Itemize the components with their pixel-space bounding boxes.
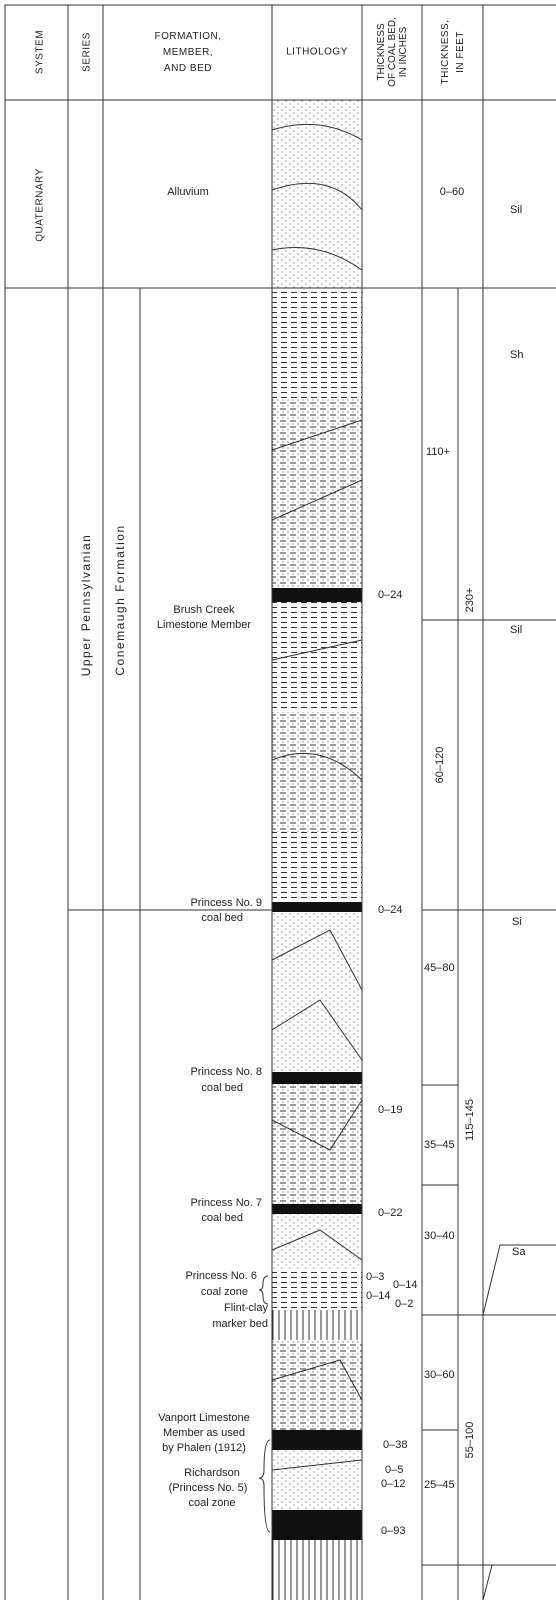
feet-value: 35–45 [424,1139,455,1151]
descriptions: Sil Sh Sil Si Sa [510,204,526,1258]
coal-value: 0–19 [378,1104,402,1116]
coal-value: 0–24 [378,589,402,601]
coal-thickness: 0–24 0–24 0–19 0–22 0–3 0–14 0–14 0–2 0–… [366,589,417,1537]
system: QUATERNARY [35,168,46,242]
header: SYSTEM SERIES FORMATION,MEMBER,AND BED L… [35,17,466,87]
feet-value: 115–145 [464,1099,476,1141]
feet-value: 55–100 [464,1422,476,1459]
description: Sa [512,1246,526,1258]
lithology [272,100,362,1600]
feet-value: 60–120 [434,747,446,784]
coal-value: 0–14 [393,1279,417,1291]
header-lithology: LITHOLOGY [286,47,348,58]
description: Sil [510,624,522,636]
coal-value: 0–24 [378,904,402,916]
header-system: SYSTEM [35,30,46,74]
description: Si [512,916,522,928]
unit-label: Alluvium [167,186,209,198]
unit-label: Richardson(Princess No. 5)coal zone [169,1467,248,1509]
coal-value: 0–93 [381,1525,405,1537]
feet-value: 30–60 [424,1369,455,1381]
feet-value: 110+ [426,446,450,458]
description: Sh [510,349,523,361]
description: Sil [510,204,522,216]
feet-thickness: 0–60 110+ 230+ 60–120 45–80 115–145 35–4… [424,186,476,1491]
coal-value: 0–5 [385,1464,403,1476]
header-series: SERIES [82,32,93,72]
coal-value: 0–12 [381,1478,405,1490]
series: Upper Pennsylvanian [79,534,93,677]
coal-value: 0–3 [366,1271,384,1283]
coal-value: 0–14 [366,1290,390,1302]
header-formation: FORMATION,MEMBER,AND BED [154,31,221,74]
coal-value: 0–22 [378,1207,402,1219]
feet-value: 230+ [464,588,476,613]
coal-value: 0–2 [395,1298,413,1310]
feet-value: 0–60 [440,186,464,198]
formation: Conemaugh Formation [113,524,127,675]
feet-value: 25–45 [424,1479,455,1491]
feet-value: 30–40 [424,1230,455,1242]
header-coal-thickness: THICKNESSOF COAL BED,IN INCHES [376,17,409,87]
header-feet-thickness: THICKNESS,IN FEET [440,19,466,84]
feet-value: 45–80 [424,962,455,974]
stratigraphic-column: SYSTEM SERIES FORMATION,MEMBER,AND BED L… [0,0,556,1600]
coal-value: 0–38 [383,1439,407,1451]
